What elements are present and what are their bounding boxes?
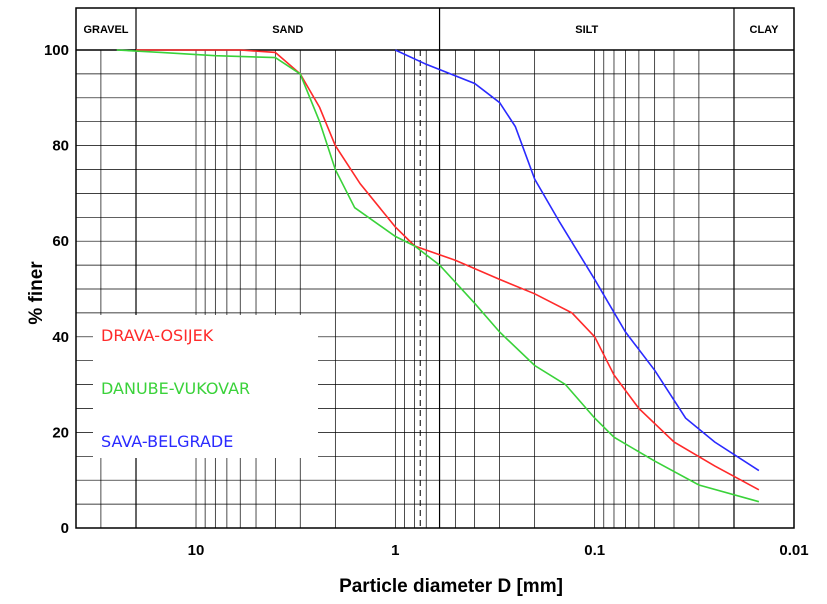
y-tick-label: 0 (61, 520, 69, 537)
x-tick-label: 0.01 (779, 542, 808, 559)
y-axis-title: % finer (26, 261, 47, 325)
legend: DRAVA-OSIJEK DANUBE-VUKOVAR SAVA-BELGRADE (93, 315, 318, 458)
legend-entry: DRAVA-OSIJEK (101, 326, 214, 345)
y-tick-label: 100 (44, 42, 69, 59)
band-label: SAND (272, 24, 303, 36)
x-tick-label: 10 (188, 542, 205, 559)
tick-labels: 0 20 40 60 80 100 10 1 0.1 0.01 (44, 42, 809, 559)
y-tick-label: 20 (52, 424, 69, 441)
legend-entry: SAVA-BELGRADE (101, 432, 233, 451)
series-line (394, 49, 760, 472)
y-tick-label: 60 (52, 233, 69, 250)
legend-box (93, 315, 318, 458)
y-tick-label: 40 (52, 329, 69, 346)
series-lines (116, 49, 760, 503)
plot-frame (75, 7, 795, 529)
x-tick-label: 1 (391, 542, 399, 559)
series-line (116, 49, 760, 503)
y-tick-label: 80 (52, 138, 69, 155)
band-label: GRAVEL (83, 24, 128, 36)
legend-entry: DANUBE-VUKOVAR (101, 379, 250, 398)
x-tick-label: 0.1 (584, 542, 605, 559)
x-axis-title: Particle diameter D [mm] (339, 576, 563, 597)
band-label: CLAY (750, 24, 780, 36)
band-label: SILT (575, 24, 598, 36)
